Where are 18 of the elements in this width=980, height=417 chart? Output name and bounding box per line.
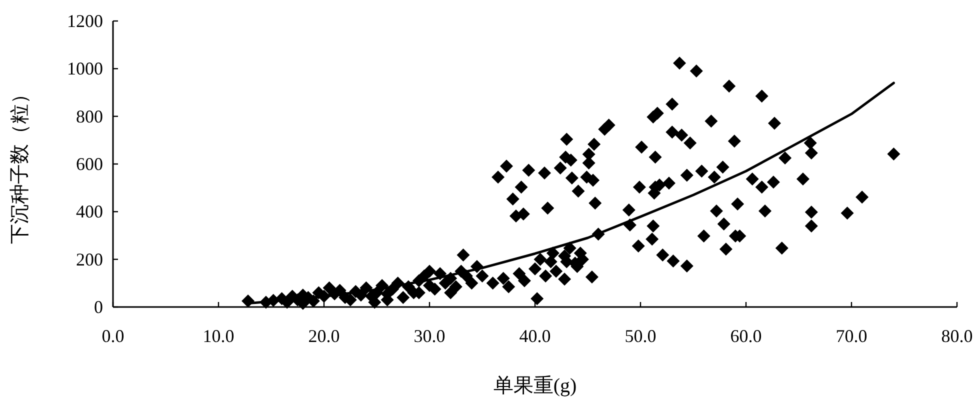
- y-tick-label: 0: [94, 297, 103, 317]
- x-tick-label: 10.0: [202, 326, 234, 346]
- x-tick-label: 20.0: [308, 326, 340, 346]
- x-tick-label: 50.0: [624, 326, 656, 346]
- x-tick-label: 30.0: [414, 326, 446, 346]
- x-tick-label: 0.0: [102, 326, 124, 346]
- x-tick-label: 40.0: [519, 326, 551, 346]
- y-tick-label: 1200: [67, 11, 103, 31]
- y-tick-label: 200: [76, 249, 103, 270]
- y-tick-label: 600: [76, 154, 103, 174]
- y-tick-label: 1000: [67, 58, 103, 79]
- y-tick-label: 800: [76, 106, 103, 126]
- y-tick-label: 400: [76, 202, 103, 222]
- x-tick-label: 70.0: [836, 326, 868, 346]
- y-axis-title: 下沉种子数（粒）: [9, 84, 31, 244]
- x-axis-title: 单果重(g): [493, 375, 577, 397]
- x-tick-label: 80.0: [941, 326, 973, 346]
- x-tick-label: 60.0: [730, 326, 762, 346]
